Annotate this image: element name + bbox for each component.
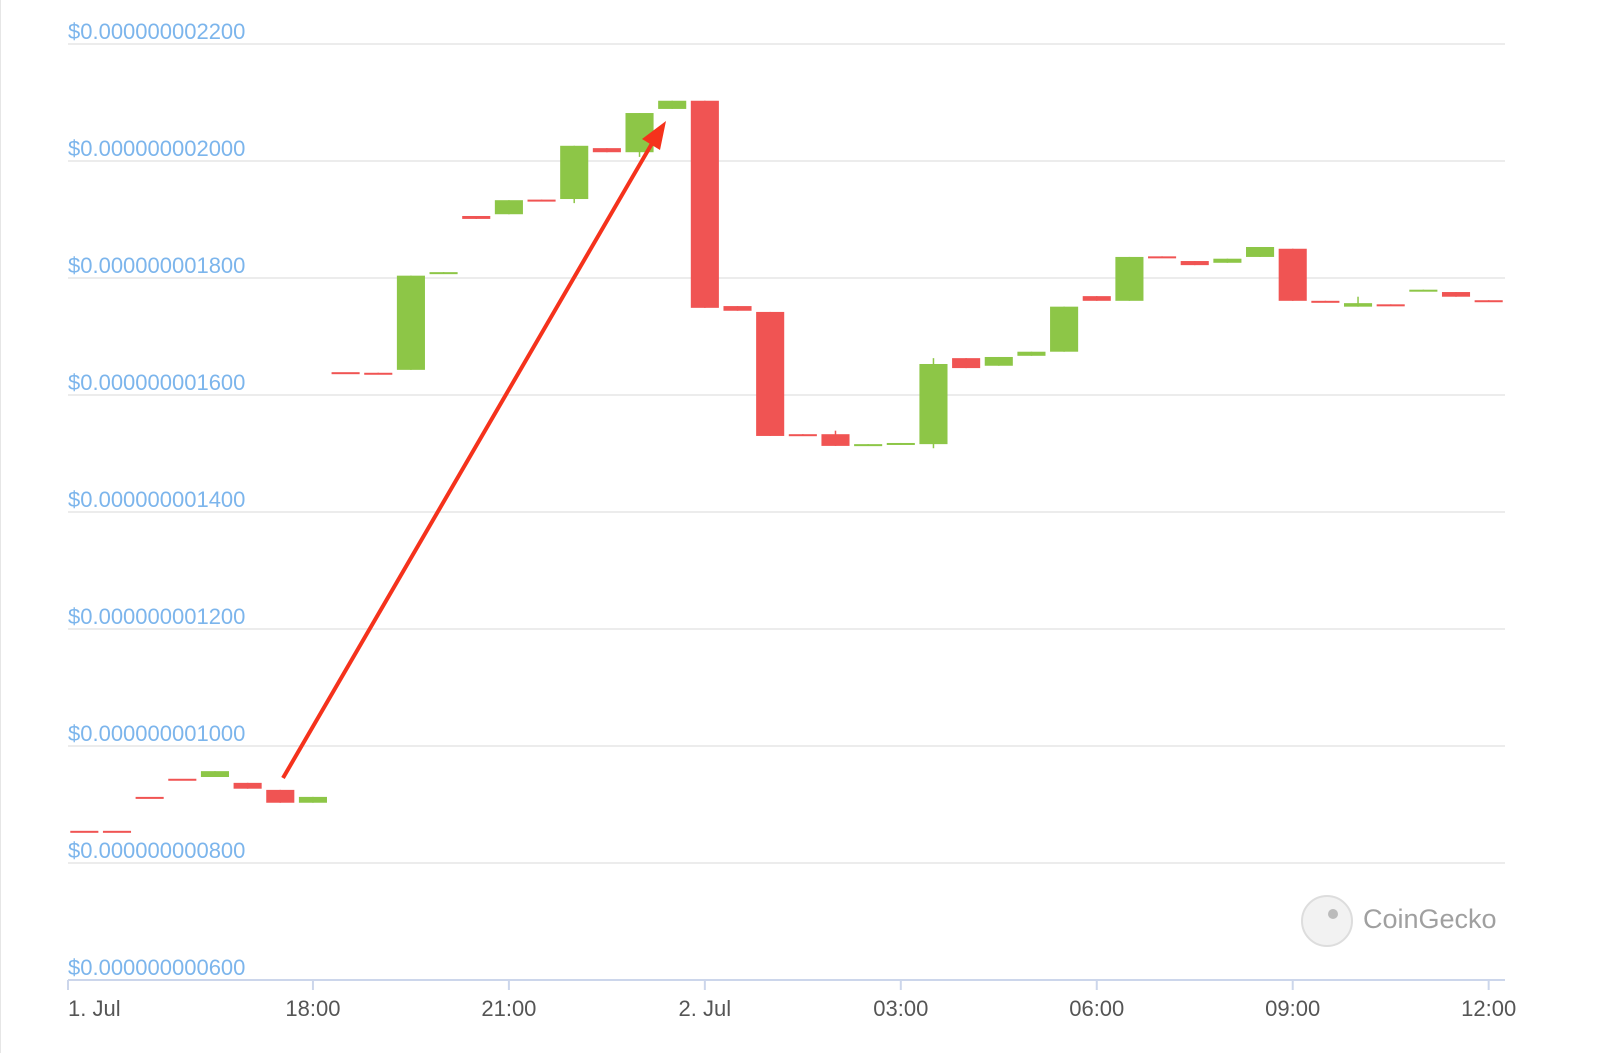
candle-body [919,363,948,445]
candle-body [1409,289,1438,292]
candle-body [1148,256,1177,259]
x-tick-label: 03:00 [873,996,928,1021]
candle-body [1115,256,1144,301]
candle-body [298,796,327,803]
candle-body [1082,296,1111,301]
y-tick-label: $0.000000001200 [68,604,245,629]
candle-body [1441,292,1471,297]
candle-body [984,356,1013,366]
candle-body [788,434,817,437]
candle-body [1278,248,1307,301]
x-tick-label: 09:00 [1265,996,1320,1021]
y-tick-label: $0.000000000600 [68,955,245,980]
candle-body [658,100,687,109]
x-tick-label: 21:00 [481,996,536,1021]
candle-body [756,311,785,436]
logo-eye [1328,909,1338,919]
candle-body [1311,300,1340,303]
candle-body [135,796,164,799]
x-tick-label: 1. Jul [68,996,121,1021]
x-tick-label: 12:00 [1461,996,1516,1021]
candle-body [1050,306,1079,352]
x-tick-label: 18:00 [285,996,340,1021]
candle-body [886,442,915,445]
candle-body [690,100,719,308]
candle-body [1376,304,1405,307]
y-tick-label: $0.000000001800 [68,253,245,278]
y-tick-label: $0.000000002000 [68,136,245,161]
candle-body [266,789,295,803]
candle-body [952,358,981,369]
candle-body [1213,258,1242,263]
candle-body [364,372,393,375]
logo-circle [1301,895,1353,947]
candle-body [70,830,99,833]
candle-body [527,199,556,202]
candle-body [1474,300,1503,303]
watermark: CoinGecko [1301,895,1497,947]
y-tick-label: $0.000000001000 [68,721,245,746]
candle-body [1246,246,1275,257]
candle-body [821,434,850,446]
y-tick-label: $0.000000002200 [68,19,245,44]
grid: $0.000000000600 $0.000000000800 $0.0000000… [67,19,1516,1021]
y-tick-label: $0.000000001600 [68,370,245,395]
candle-body [1017,351,1046,356]
candle-body [331,372,360,375]
candles [70,100,1503,833]
candle-body [592,148,621,153]
candle-body [462,215,491,219]
candle-body [1343,303,1373,307]
arrow-head [642,121,666,150]
candle-body [1180,261,1209,266]
candle-body [854,444,883,447]
candle-body [102,830,132,833]
candle-body [723,306,752,311]
arrow-line [281,138,656,780]
candle-body [233,782,262,789]
candle-body [560,145,589,200]
arrow-annotation [281,121,666,780]
y-tick-label: $0.000000001400 [68,487,245,512]
candle-body [494,200,523,215]
watermark-text: CoinGecko [1363,904,1497,934]
x-tick-label: 2. Jul [679,996,732,1021]
x-tick-label: 06:00 [1069,996,1124,1021]
candle-body [200,771,230,778]
y-tick-label: $0.000000000800 [68,838,245,863]
candle-body [168,778,197,781]
candle-body [396,275,425,370]
candle-body [429,272,458,275]
